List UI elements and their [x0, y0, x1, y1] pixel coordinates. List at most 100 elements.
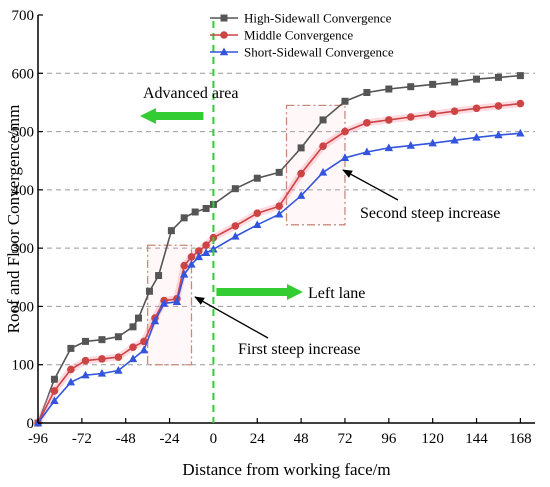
data-point [450, 107, 459, 115]
data-point [129, 343, 137, 352]
data-point [129, 323, 137, 331]
data-point [231, 231, 240, 240]
data-point [67, 344, 75, 352]
data-point [50, 387, 59, 395]
data-point [219, 47, 229, 56]
data-point [297, 169, 305, 178]
first-steep-arrow [194, 296, 269, 339]
data-point [450, 135, 459, 144]
grid-lines [38, 72, 535, 366]
data-point [220, 14, 228, 22]
x-tick-label: 144 [465, 431, 488, 447]
data-point [516, 128, 525, 137]
data-point [406, 141, 415, 149]
data-point [139, 345, 149, 354]
data-point [319, 142, 327, 150]
data-point [296, 191, 306, 199]
data-point [150, 316, 160, 325]
y-tick-label: 500 [12, 125, 35, 141]
data-point [385, 85, 393, 93]
data-point [81, 356, 90, 365]
data-point [297, 144, 305, 152]
data-point [114, 333, 122, 341]
y-tick-label: 600 [12, 66, 35, 82]
legend-label: Middle Convergence [244, 28, 353, 43]
data-point [145, 287, 153, 295]
data-point [429, 80, 437, 88]
data-point [473, 75, 481, 83]
data-point [406, 113, 415, 121]
data-point [81, 370, 90, 379]
x-tick-label: 24 [250, 431, 266, 447]
data-point [231, 222, 240, 230]
x-tick-label: -72 [72, 431, 92, 447]
data-point [384, 143, 394, 152]
series-group [33, 72, 525, 427]
data-point [172, 297, 182, 305]
data-point [167, 227, 175, 235]
data-point [128, 354, 138, 363]
x-tick-label: 48 [294, 431, 309, 447]
data-point [363, 89, 371, 97]
x-tick-label: -96 [28, 431, 48, 447]
series-square [34, 72, 524, 427]
data-point [341, 127, 349, 136]
series-line [37, 102, 521, 424]
data-point [231, 185, 239, 193]
data-point [385, 116, 393, 124]
data-point [180, 261, 188, 270]
y-axis-title: Roof and Floor Convergence/mm [4, 105, 23, 334]
data-point [98, 355, 106, 363]
data-point [494, 102, 503, 110]
data-point [209, 244, 218, 253]
data-point [194, 252, 203, 261]
data-point [114, 366, 123, 374]
data-point [194, 247, 203, 255]
data-point [179, 269, 189, 278]
data-point [97, 368, 107, 377]
y-tick-label: 400 [12, 183, 35, 199]
data-point [363, 119, 371, 127]
y-tick-label: 0 [27, 416, 35, 432]
data-point [220, 31, 228, 39]
y-tick-label: 100 [12, 358, 35, 374]
data-point [516, 72, 524, 80]
data-point [494, 73, 502, 81]
data-point [201, 248, 211, 257]
left-lane-label: Left lane [308, 285, 365, 302]
data-point [275, 202, 283, 210]
x-tick-label: 120 [421, 431, 444, 447]
advanced-area-arrow [140, 108, 204, 124]
data-point [253, 209, 262, 217]
data-point [66, 377, 76, 386]
data-point [516, 99, 525, 108]
legend: High-Sidewall Convergence Middle Converge… [210, 11, 394, 60]
data-point [341, 97, 349, 105]
second-steep-arrow [342, 169, 399, 201]
data-point [50, 375, 58, 383]
data-point [202, 205, 210, 213]
advanced-area-label: Advanced area [143, 85, 239, 102]
x-tick-label: 168 [509, 431, 532, 447]
data-point [114, 353, 123, 361]
highlight-box [285, 104, 346, 226]
y-tick-label: 700 [12, 8, 35, 24]
data-point [180, 214, 188, 222]
x-axis-title: Distance from working face/m [182, 460, 390, 479]
data-point [451, 78, 459, 86]
legend-label: Short-Sidewall Convergence [244, 45, 394, 60]
x-tick-label: -24 [160, 431, 180, 447]
data-point [472, 132, 481, 141]
data-point [274, 209, 284, 218]
data-point [318, 167, 328, 176]
data-point [187, 259, 196, 268]
y-tick-label: 200 [12, 299, 35, 315]
data-point [494, 130, 503, 139]
data-point [253, 220, 262, 229]
data-point [362, 147, 372, 156]
data-point [472, 104, 481, 113]
left-lane-arrow [216, 284, 303, 300]
data-point [253, 174, 261, 182]
data-point [202, 241, 210, 250]
